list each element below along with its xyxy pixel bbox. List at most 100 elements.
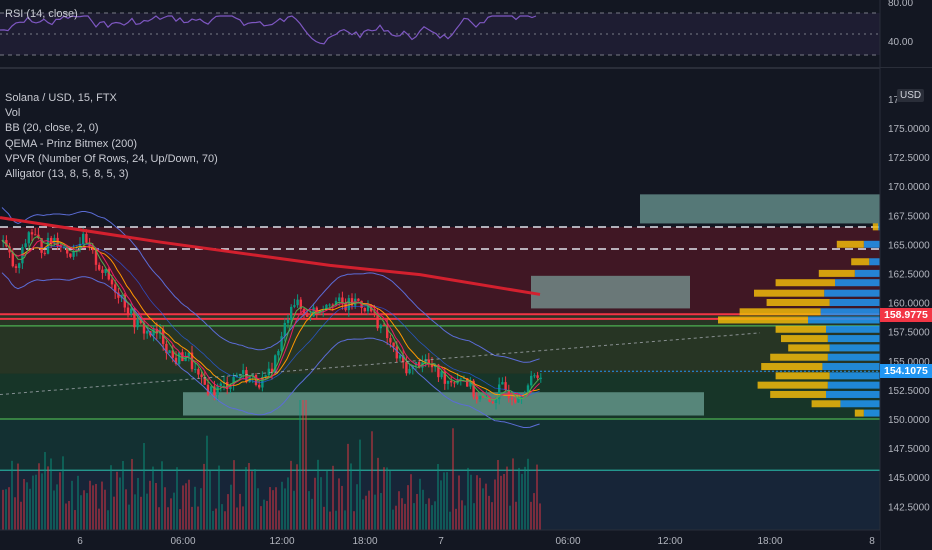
trend-line [0, 332, 761, 396]
volume-bar [359, 439, 361, 530]
volume-bar [503, 473, 505, 530]
volume-bar [416, 493, 418, 530]
candle-body [398, 355, 402, 359]
candle-body [402, 355, 405, 363]
price-tick-label: 162.5000 [888, 270, 930, 281]
volume-bar [11, 460, 13, 530]
volume-bar [113, 496, 115, 530]
vpvr-down-bar [854, 269, 880, 277]
candle-body [226, 381, 229, 389]
resistance-zone [0, 226, 880, 316]
candle-body [174, 357, 178, 364]
volume-bar [413, 503, 415, 530]
candle-body [277, 351, 280, 356]
vpvr-up-bar [761, 363, 823, 371]
candle-body [475, 396, 478, 400]
volume-bar [119, 477, 121, 530]
volume-bar [320, 477, 322, 530]
legend-vpvr[interactable]: VPVR (Number Of Rows, 24, Up/Down, 70) [5, 152, 218, 165]
volume-bar [536, 464, 538, 530]
time-tick-label: 18:00 [352, 536, 377, 547]
volume-bar [242, 506, 244, 530]
volume-bar [128, 504, 130, 530]
time-tick-label: 6 [77, 536, 83, 547]
vpvr-up-bar [851, 258, 870, 266]
candle-body [469, 380, 472, 387]
volume-bar [203, 463, 205, 530]
candle-body [210, 386, 213, 395]
candle-body [392, 342, 395, 347]
legend-bb[interactable]: BB (20, close, 2, 0) [5, 122, 99, 135]
candle-body [530, 375, 533, 386]
candle-body [517, 397, 520, 403]
candle-body [46, 237, 50, 254]
candle-body [200, 374, 203, 378]
candle-body [357, 298, 360, 301]
candle-body [376, 312, 379, 329]
volume-bar [344, 510, 346, 530]
candle-body [510, 397, 514, 400]
candle-body [62, 247, 66, 249]
time-tick-label: 06:00 [170, 536, 195, 547]
candle-body [325, 304, 328, 310]
volume-bar [278, 510, 280, 530]
candle-body [40, 238, 43, 253]
volume-bar [314, 477, 316, 530]
legend-alligator[interactable]: Alligator (13, 8, 5, 8, 5, 3) [5, 168, 129, 181]
vpvr-down-bar [863, 409, 880, 417]
candle-body [165, 343, 168, 354]
volume-bar [149, 480, 151, 530]
candle-body [478, 396, 482, 400]
volume-bar [482, 488, 484, 530]
symbol-title[interactable]: Solana / USD, 15, FTX [5, 92, 117, 104]
volume-bar [224, 511, 226, 530]
candle-body [331, 304, 334, 306]
volume-bar [209, 470, 211, 530]
candle-body [270, 368, 274, 374]
vpvr-up-bar [775, 325, 826, 333]
candle-body [389, 338, 392, 343]
candle-body [334, 300, 338, 306]
volume-bar [167, 507, 169, 530]
volume-bar [275, 487, 277, 530]
volume-bar [86, 493, 88, 530]
candle-body [155, 328, 158, 334]
volume-bar [230, 484, 232, 530]
vpvr-down-bar [826, 390, 880, 398]
volume-bar [368, 490, 370, 530]
candle-body [523, 394, 526, 397]
currency-label[interactable]: USD [897, 89, 925, 102]
candle-body [168, 350, 171, 354]
volume-bar [17, 463, 19, 530]
legend-qema[interactable]: QEMA - Prinz Bitmex (200) [5, 137, 138, 150]
volume-bar [248, 463, 250, 530]
price-tick-label: 142.5000 [888, 502, 930, 513]
candle-body [286, 319, 290, 323]
volume-bar [506, 466, 508, 530]
candle-body [501, 382, 504, 385]
volume-bar [179, 509, 181, 530]
candle-body [133, 308, 136, 328]
vpvr-up-bar [766, 299, 830, 306]
volume-bar [308, 491, 310, 530]
vpvr-down-bar [808, 316, 880, 324]
candle-body [110, 279, 114, 285]
volume-bar [467, 467, 469, 530]
candle-body [424, 359, 427, 363]
volume-bar [311, 498, 313, 530]
volume-bar [440, 480, 442, 530]
candle-body [235, 375, 238, 378]
volume-bar [53, 490, 55, 530]
price-tag-current: 154.1075 [880, 364, 932, 379]
candle-body [494, 399, 498, 403]
volume-bar [44, 452, 46, 530]
volume-bar [290, 460, 292, 530]
volume-bar [470, 474, 472, 530]
candle-body [504, 382, 507, 391]
candle-body [264, 375, 267, 377]
vpvr-up-bar [818, 269, 855, 277]
volume-bar [317, 459, 319, 530]
volume-bar [443, 472, 445, 530]
legend-vol[interactable]: Vol [5, 107, 21, 120]
